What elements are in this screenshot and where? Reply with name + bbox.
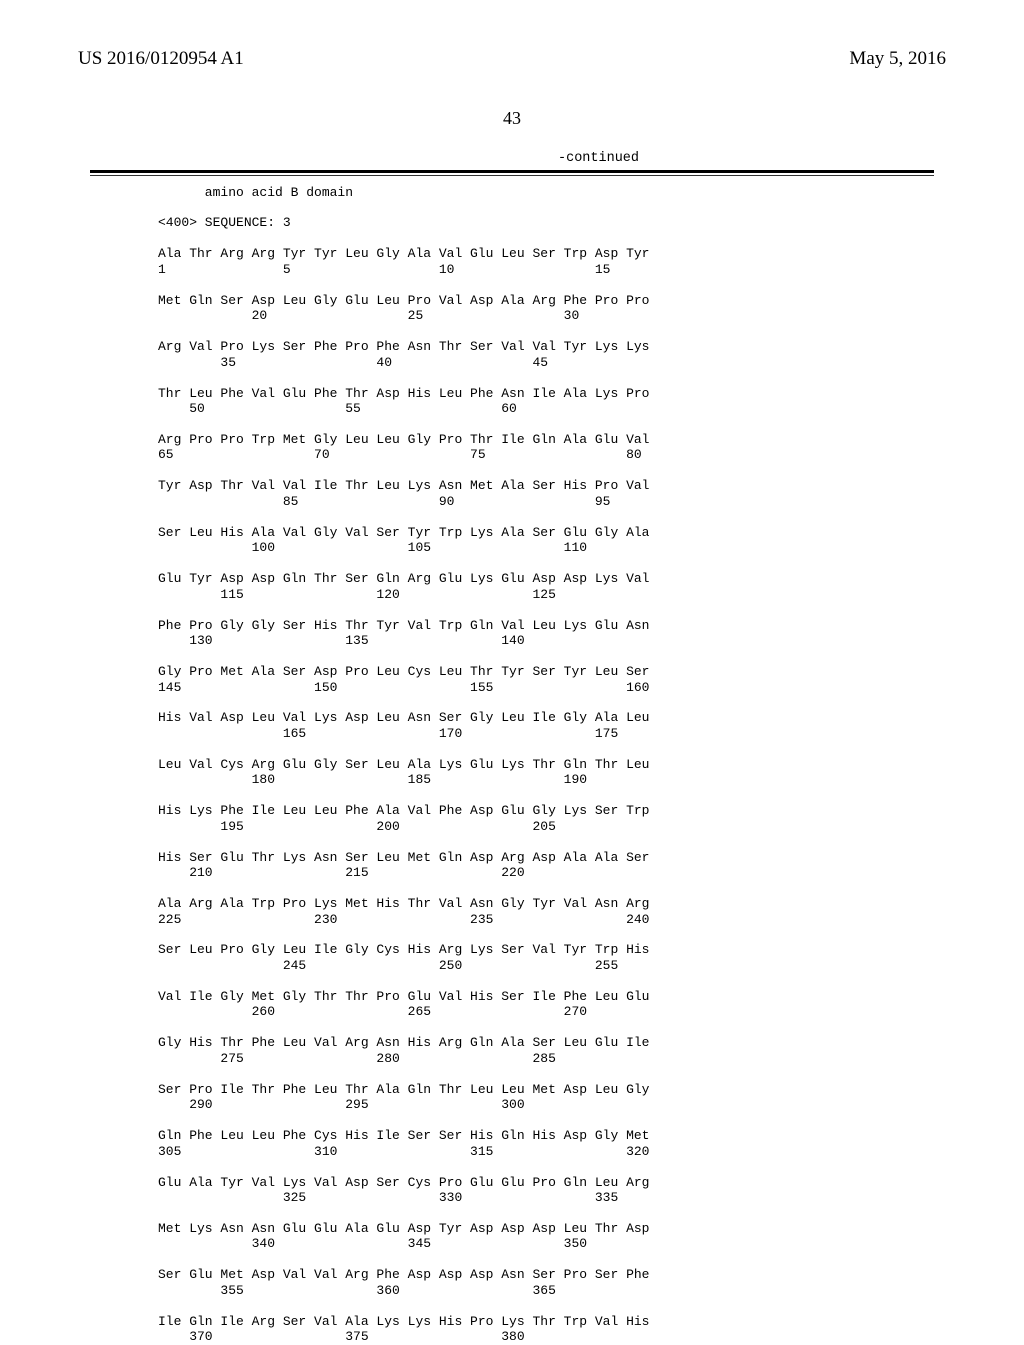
seq-row-num: 20 25 30 [158, 308, 579, 323]
seq-row-aa: Met Lys Asn Asn Glu Glu Ala Glu Asp Tyr … [158, 1221, 649, 1236]
sequence-header: <400> SEQUENCE: 3 [158, 215, 291, 230]
seq-row-num: 100 105 110 [158, 540, 587, 555]
seq-row-aa: His Lys Phe Ile Leu Leu Phe Ala Val Phe … [158, 803, 649, 818]
seq-row-num: 370 375 380 [158, 1329, 525, 1344]
seq-row-aa: Leu Val Cys Arg Glu Gly Ser Leu Ala Lys … [158, 757, 649, 772]
seq-row-num: 340 345 350 [158, 1236, 587, 1251]
seq-row-aa: Val Ile Gly Met Gly Thr Thr Pro Glu Val … [158, 989, 649, 1004]
seq-row-num: 145 150 155 160 [158, 680, 649, 695]
seq-row-aa: Gly Pro Met Ala Ser Asp Pro Leu Cys Leu … [158, 664, 649, 679]
seq-row-aa: Phe Pro Gly Gly Ser His Thr Tyr Val Trp … [158, 618, 649, 633]
seq-row-num: 245 250 255 [158, 958, 618, 973]
seq-row-num: 290 295 300 [158, 1097, 525, 1112]
seq-row-num: 115 120 125 [158, 587, 556, 602]
seq-row-num: 325 330 335 [158, 1190, 618, 1205]
seq-row-aa: Ser Pro Ile Thr Phe Leu Thr Ala Gln Thr … [158, 1082, 649, 1097]
seq-row-aa: Ile Gln Ile Arg Ser Val Ala Lys Lys His … [158, 1314, 649, 1329]
seq-row-num: 65 70 75 80 [158, 447, 642, 462]
seq-row-aa: Arg Pro Pro Trp Met Gly Leu Leu Gly Pro … [158, 432, 649, 447]
seq-row-aa: Gly His Thr Phe Leu Val Arg Asn His Arg … [158, 1035, 649, 1050]
seq-row-aa: Ser Glu Met Asp Val Val Arg Phe Asp Asp … [158, 1267, 649, 1282]
page-number: 43 [0, 108, 1024, 129]
seq-row-aa: Thr Leu Phe Val Glu Phe Thr Asp His Leu … [158, 386, 649, 401]
continued-label: -continued [0, 151, 1024, 166]
seq-row-num: 130 135 140 [158, 633, 525, 648]
seq-row-num: 260 265 270 [158, 1004, 587, 1019]
seq-row-num: 50 55 60 [158, 401, 517, 416]
publication-number: US 2016/0120954 A1 [78, 48, 244, 70]
domain-label: amino acid B domain [158, 185, 353, 200]
seq-row-aa: Ala Thr Arg Arg Tyr Tyr Leu Gly Ala Val … [158, 246, 649, 261]
publication-date: May 5, 2016 [849, 48, 946, 70]
seq-row-num: 210 215 220 [158, 865, 525, 880]
seq-row-aa: Glu Ala Tyr Val Lys Val Asp Ser Cys Pro … [158, 1175, 649, 1190]
seq-row-num: 35 40 45 [158, 355, 548, 370]
seq-row-aa: Gln Phe Leu Leu Phe Cys His Ile Ser Ser … [158, 1128, 649, 1143]
seq-row-aa: Ala Arg Ala Trp Pro Lys Met His Thr Val … [158, 896, 649, 911]
seq-row-num: 275 280 285 [158, 1051, 556, 1066]
seq-row-aa: Ser Leu Pro Gly Leu Ile Gly Cys His Arg … [158, 942, 649, 957]
seq-row-num: 1 5 10 15 [158, 262, 610, 277]
seq-row-aa: His Ser Glu Thr Lys Asn Ser Leu Met Gln … [158, 850, 649, 865]
seq-row-num: 85 90 95 [158, 494, 610, 509]
page-container: US 2016/0120954 A1 May 5, 2016 43 -conti… [0, 0, 1024, 1320]
seq-row-num: 305 310 315 320 [158, 1144, 649, 1159]
divider-top [90, 170, 934, 173]
seq-row-aa: Ser Leu His Ala Val Gly Val Ser Tyr Trp … [158, 525, 649, 540]
sequence-block: amino acid B domain <400> SEQUENCE: 3 Al… [0, 176, 1024, 1345]
seq-row-num: 180 185 190 [158, 772, 587, 787]
seq-row-num: 165 170 175 [158, 726, 618, 741]
seq-row-num: 355 360 365 [158, 1283, 556, 1298]
seq-row-aa: Met Gln Ser Asp Leu Gly Glu Leu Pro Val … [158, 293, 649, 308]
seq-row-aa: Tyr Asp Thr Val Val Ile Thr Leu Lys Asn … [158, 478, 649, 493]
seq-row-num: 195 200 205 [158, 819, 556, 834]
seq-row-num: 225 230 235 240 [158, 912, 649, 927]
seq-row-aa: Glu Tyr Asp Asp Gln Thr Ser Gln Arg Glu … [158, 571, 649, 586]
seq-row-aa: His Val Asp Leu Val Lys Asp Leu Asn Ser … [158, 710, 649, 725]
header-row: US 2016/0120954 A1 May 5, 2016 [0, 48, 1024, 70]
seq-row-aa: Arg Val Pro Lys Ser Phe Pro Phe Asn Thr … [158, 339, 649, 354]
